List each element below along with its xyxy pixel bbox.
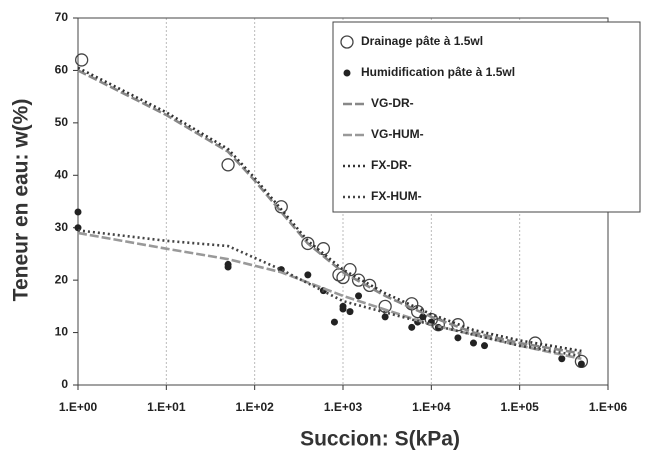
series-line [77, 66, 582, 353]
y-tick-label: 20 [55, 272, 69, 286]
legend-swatch [340, 35, 354, 49]
data-point [330, 318, 338, 326]
data-point [304, 271, 312, 279]
x-tick-label: 1.E+05 [500, 400, 539, 414]
data-point [411, 304, 425, 319]
data-point [339, 305, 347, 313]
data-point [316, 242, 331, 256]
y-tick-label: 40 [55, 167, 69, 181]
data-point [454, 334, 462, 342]
legend-label: VG-DR- [371, 96, 414, 110]
data-point [362, 278, 377, 293]
y-tick-label: 70 [55, 10, 69, 24]
legend-swatch [343, 69, 351, 77]
y-tick-label: 10 [55, 325, 69, 339]
data-point [355, 292, 363, 300]
legend-label: Drainage pâte à 1.5wl [361, 34, 483, 48]
data-point [74, 208, 82, 216]
x-tick-label: 1.E+04 [412, 400, 451, 414]
series-line [77, 69, 582, 355]
legend-label: FX-HUM- [371, 189, 422, 203]
y-tick-label: 50 [55, 115, 69, 129]
data-point [346, 308, 354, 316]
legend-label: Humidification pâte à 1.5wl [361, 65, 515, 79]
legend-label: VG-HUM- [371, 127, 424, 141]
x-tick-label: 1.E+06 [589, 400, 628, 414]
data-point [469, 339, 477, 347]
data-point [408, 323, 416, 331]
data-point [74, 224, 82, 232]
x-tick-label: 1.E+02 [235, 400, 274, 414]
data-point [481, 342, 489, 350]
series-line [77, 231, 582, 361]
data-point [577, 360, 585, 368]
x-tick-label: 1.E+03 [324, 400, 363, 414]
y-tick-label: 30 [55, 220, 69, 234]
y-tick-label: 0 [61, 377, 68, 391]
data-point [381, 313, 389, 321]
series-line [77, 229, 582, 358]
data-point [75, 53, 89, 67]
data-point [558, 355, 566, 363]
data-point [301, 236, 315, 251]
data-point [351, 273, 366, 287]
x-tick-label: 1.E+00 [59, 400, 98, 414]
legend-label: FX-DR- [371, 158, 412, 172]
data-point [221, 158, 235, 172]
data-point [419, 313, 427, 321]
x-axis-title: Succion: S(kPa) [300, 428, 460, 451]
y-axis-title: Teneur en eau: w(%) [10, 99, 33, 302]
data-point [378, 299, 392, 314]
legend-box [332, 21, 641, 213]
data-point [224, 263, 232, 271]
data-point [343, 263, 357, 277]
y-tick-label: 60 [55, 63, 69, 77]
x-tick-label: 1.E+01 [147, 400, 186, 414]
